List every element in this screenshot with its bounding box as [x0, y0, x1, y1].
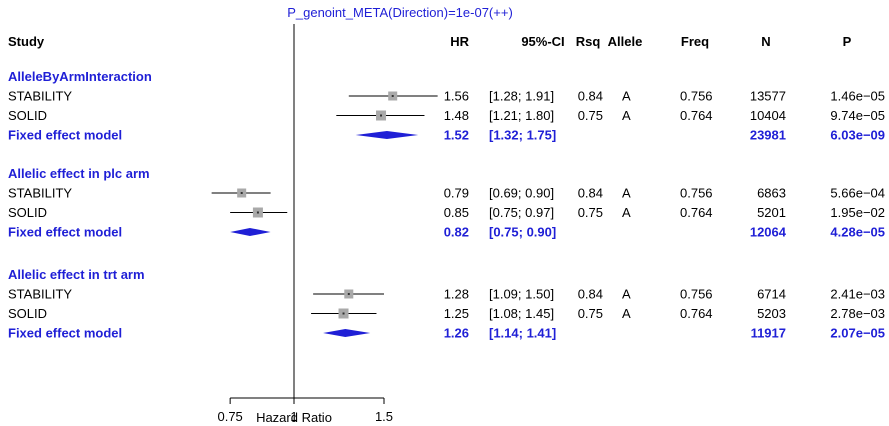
allele-value: A: [622, 186, 631, 201]
n-value: 10404: [750, 108, 786, 123]
summary-label: Fixed effect model: [8, 128, 122, 143]
x-axis-label: Hazard Ratio: [256, 410, 332, 425]
p-value: 1.95e−02: [830, 205, 885, 220]
summary-diamond: [230, 228, 271, 236]
freq-value: 0.756: [680, 287, 713, 302]
study-label: STABILITY: [8, 89, 72, 104]
p-value: 5.66e−04: [830, 186, 885, 201]
ci-value: [0.69; 0.90]: [489, 186, 554, 201]
summary-hr: 0.82: [444, 225, 469, 240]
ci-value: [0.75; 0.97]: [489, 205, 554, 220]
hr-value: 1.25: [444, 306, 469, 321]
allele-value: A: [622, 89, 631, 104]
column-header-study: Study: [8, 34, 45, 49]
summary-ci: [1.14; 1.41]: [489, 326, 556, 341]
study-label: SOLID: [8, 205, 47, 220]
estimate-point: [256, 211, 259, 214]
summary-label: Fixed effect model: [8, 326, 122, 341]
column-header-allele: Allele: [608, 34, 643, 49]
study-label: SOLID: [8, 108, 47, 123]
n-value: 5201: [757, 205, 786, 220]
freq-value: 0.764: [680, 306, 713, 321]
p-value: 2.78e−03: [830, 306, 885, 321]
study-label: STABILITY: [8, 186, 72, 201]
chart-title: P_genoint_META(Direction)=1e-07(++): [287, 5, 513, 20]
study-label: SOLID: [8, 306, 47, 321]
p-value: 2.41e−03: [830, 287, 885, 302]
summary-p: 6.03e−09: [830, 128, 885, 143]
column-header-freq: Freq: [681, 34, 709, 49]
allele-value: A: [622, 287, 631, 302]
rsq-value: 0.75: [578, 108, 603, 123]
rsq-value: 0.75: [578, 205, 603, 220]
group-heading: AlleleByArmInteraction: [8, 69, 152, 84]
estimate-point: [380, 114, 383, 117]
freq-value: 0.764: [680, 108, 713, 123]
hr-value: 0.85: [444, 205, 469, 220]
rsq-value: 0.84: [578, 89, 603, 104]
summary-n: 11917: [751, 326, 786, 341]
group-heading: Allelic effect in trt arm: [8, 267, 145, 282]
hr-value: 1.28: [444, 287, 469, 302]
column-header-n: N: [761, 34, 770, 49]
summary-hr: 1.52: [444, 128, 469, 143]
summary-ci: [0.75; 0.90]: [489, 225, 556, 240]
rsq-value: 0.84: [578, 186, 603, 201]
study-label: STABILITY: [8, 287, 72, 302]
summary-label: Fixed effect model: [8, 225, 122, 240]
n-value: 6714: [757, 287, 786, 302]
column-header-hr: HR: [450, 34, 469, 49]
summary-n: 23981: [750, 128, 786, 143]
n-value: 5203: [757, 306, 786, 321]
hr-value: 0.79: [444, 186, 469, 201]
allele-value: A: [622, 205, 631, 220]
x-tick-label: 1.5: [375, 409, 393, 424]
summary-p: 4.28e−05: [830, 225, 885, 240]
rsq-value: 0.84: [578, 287, 603, 302]
estimate-point: [342, 312, 345, 315]
estimate-point: [240, 192, 243, 194]
n-value: 6863: [757, 186, 786, 201]
p-value: 9.74e−05: [830, 108, 885, 123]
group-heading: Allelic effect in plc arm: [8, 166, 150, 181]
column-header-ci: 95%-CI: [521, 34, 564, 49]
summary-hr: 1.26: [444, 326, 469, 341]
summary-p: 2.07e−05: [830, 326, 885, 341]
freq-value: 0.764: [680, 205, 713, 220]
summary-diamond: [323, 329, 371, 337]
column-header-rsq: Rsq: [576, 34, 601, 49]
freq-value: 0.756: [680, 89, 713, 104]
x-tick-label: 1: [290, 409, 297, 424]
allele-value: A: [622, 108, 631, 123]
ci-value: [1.28; 1.91]: [489, 89, 554, 104]
estimate-point: [347, 293, 350, 295]
summary-n: 12064: [750, 225, 787, 240]
n-value: 13577: [750, 89, 786, 104]
x-tick-label: 0.75: [217, 409, 242, 424]
ci-value: [1.08; 1.45]: [489, 306, 554, 321]
summary-ci: [1.32; 1.75]: [489, 128, 556, 143]
estimate-point: [391, 95, 394, 97]
ci-value: [1.09; 1.50]: [489, 287, 554, 302]
summary-diamond: [355, 131, 419, 139]
rsq-value: 0.75: [578, 306, 603, 321]
freq-value: 0.756: [680, 186, 713, 201]
column-header-p: P: [843, 34, 852, 49]
p-value: 1.46e−05: [830, 89, 885, 104]
allele-value: A: [622, 306, 631, 321]
hr-value: 1.56: [444, 89, 469, 104]
ci-value: [1.21; 1.80]: [489, 108, 554, 123]
hr-value: 1.48: [444, 108, 469, 123]
